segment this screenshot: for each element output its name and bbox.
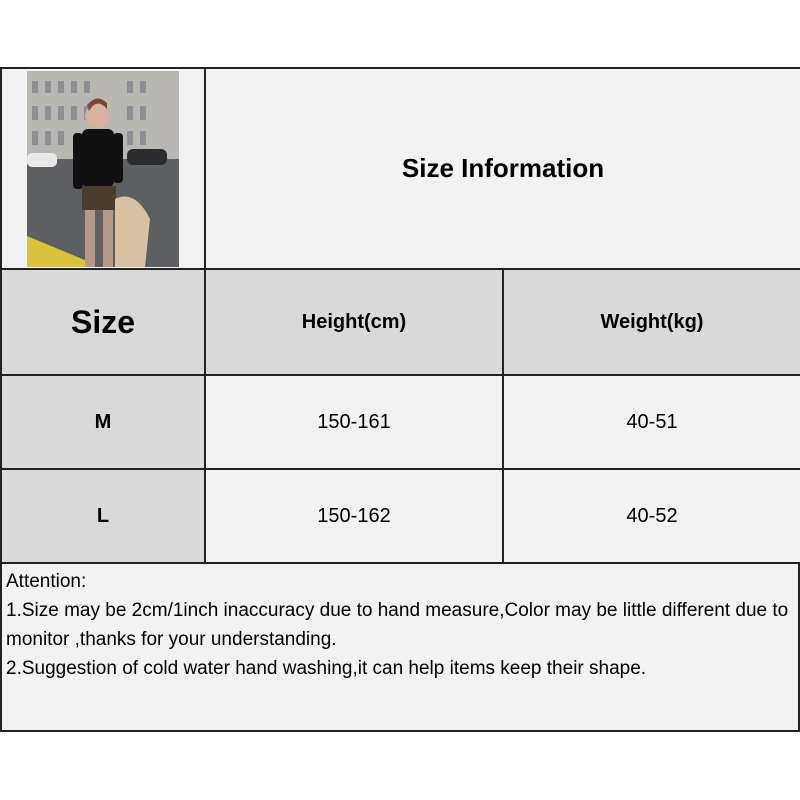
note-line-2: 2.Suggestion of cold water hand washing,… <box>6 658 647 679</box>
product-photo-cell <box>2 69 204 268</box>
divider <box>2 374 798 376</box>
height-cell-m: 150-161 <box>206 376 502 468</box>
product-photo <box>27 71 179 267</box>
size-cell-l: L <box>2 470 204 562</box>
divider <box>2 468 798 470</box>
size-chart-table: Size Information Size Height(cm) Weight(… <box>0 67 800 732</box>
size-header: Size <box>2 270 204 374</box>
divider <box>2 268 798 270</box>
notes-heading: Attention: <box>6 571 87 592</box>
height-cell-l: 150-162 <box>206 470 502 562</box>
weight-cell-l: 40-52 <box>504 470 800 562</box>
attention-notes: Attention: 1.Size may be 2cm/1inch inacc… <box>6 567 796 683</box>
divider <box>502 268 504 562</box>
divider <box>2 562 798 564</box>
weight-header: Weight(kg) <box>504 270 800 374</box>
note-line-1: 1.Size may be 2cm/1inch inaccuracy due t… <box>6 600 789 650</box>
page-title: Size Information <box>206 69 800 268</box>
height-header: Height(cm) <box>206 270 502 374</box>
divider <box>204 69 206 562</box>
size-cell-m: M <box>2 376 204 468</box>
weight-cell-m: 40-51 <box>504 376 800 468</box>
